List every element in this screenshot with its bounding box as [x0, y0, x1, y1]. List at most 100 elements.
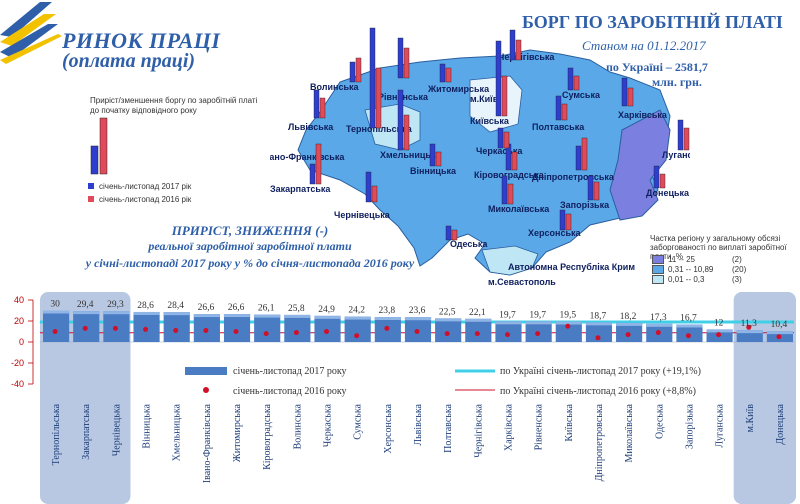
- map-bar-2016: [511, 151, 518, 171]
- dot-2016: [143, 326, 149, 332]
- map-bar-2016: [507, 183, 514, 205]
- map-bar-2016: [319, 97, 326, 119]
- bar-2017-top: [73, 311, 100, 315]
- category-label: Миколаївська: [624, 403, 635, 462]
- page-title: РИНОК ПРАЦІ: [62, 28, 221, 53]
- value-label: 12: [714, 318, 724, 328]
- region-label: Харківська: [618, 110, 668, 120]
- value-label: 17,3: [650, 313, 667, 323]
- bar-2017: [284, 314, 311, 342]
- value-label: 29,4: [77, 300, 94, 310]
- category-label: Волинська: [292, 403, 303, 449]
- map-legend-2017: січень-листопад 2017 рік: [99, 182, 192, 191]
- map-bar-2016: [683, 127, 690, 151]
- legend-swatch-2017: [185, 367, 227, 375]
- map-bar-2017: [501, 175, 508, 205]
- share-bin-count: (3): [732, 275, 742, 284]
- bar-2017-top: [43, 310, 70, 314]
- bar-2017-top: [706, 329, 733, 333]
- dot-2016: [625, 332, 631, 338]
- value-label: 22,1: [469, 308, 486, 318]
- region-label: Хмельницька: [380, 150, 441, 160]
- growth-chart: 30 29,4 29,3 28,6 28,4 26,6 26,6 26,1 25,8 24,9 24…: [11, 292, 796, 504]
- bar-2017: [465, 318, 492, 342]
- dot-2016: [414, 329, 420, 334]
- legend-swatch-2016: [203, 387, 209, 393]
- region-label: Львівська: [288, 122, 334, 132]
- map-bar-2017: [555, 95, 562, 121]
- legend-label-2016: січень-листопад 2016 року: [233, 386, 347, 397]
- region-label: Дніпропетровська: [532, 172, 615, 182]
- share-legend: 11 -- 25 (2) 0,31 -- 10,89 (20) 0,01 -- 0,3 (…: [652, 255, 746, 285]
- category-label: Харківська: [503, 403, 514, 451]
- bar-2017: [314, 315, 341, 342]
- y-tick-label: -20: [11, 358, 24, 368]
- bar-2017: [676, 324, 703, 342]
- region-label: Чернігівська: [498, 52, 555, 62]
- map-bar-2017: [349, 61, 356, 83]
- region-label: Луганська: [662, 150, 690, 160]
- share-bin-range: 0,01 -- 0,3: [668, 275, 705, 284]
- value-label: 28,4: [167, 301, 184, 311]
- map-legend-swatches: [88, 183, 94, 202]
- category-label: Донецька: [775, 403, 786, 444]
- region-label: м.Севастополь: [488, 277, 556, 287]
- dot-2016: [746, 324, 752, 330]
- map-bar-2016: [561, 103, 568, 121]
- bar-2017-top: [766, 331, 793, 335]
- value-label: 29,3: [107, 300, 124, 310]
- value-label: 30: [50, 300, 60, 310]
- map-bar-2016: [593, 181, 600, 201]
- bar-2017-top: [344, 316, 371, 320]
- dot-2016: [324, 329, 330, 334]
- category-label: Хмельницька: [172, 403, 183, 461]
- map-bar-2017: [653, 165, 660, 189]
- dot-2016: [203, 327, 209, 333]
- legend-ref-label-2016: по Україні січень-листопад 2016 року (+8…: [500, 386, 696, 397]
- category-label: Івано-Франківська: [202, 403, 213, 483]
- category-label: Тернопільська: [51, 403, 62, 465]
- bar-2017-top: [555, 321, 582, 325]
- bar-2017-top: [585, 322, 613, 326]
- map-bar-2017: [445, 225, 452, 241]
- category-label: Закарпатська: [81, 403, 92, 459]
- dot-2016: [685, 333, 691, 339]
- bar-2017: [193, 314, 220, 342]
- bar-2017-top: [676, 324, 703, 328]
- ukraine-map: Волинська РівненськаЖитомирська Чернігівсь…: [270, 27, 690, 287]
- page-subtitle: (оплата праці): [62, 50, 196, 72]
- bar-2017-top: [646, 323, 673, 327]
- map-bar-2017: [567, 67, 574, 91]
- category-label: Чернівецька: [111, 403, 122, 456]
- category-label: Херсонська: [383, 403, 394, 453]
- value-label: 19,7: [499, 310, 516, 320]
- map-bar-2017: [559, 209, 566, 231]
- region-label: Сумська: [562, 90, 601, 100]
- dot-2016: [595, 335, 601, 341]
- bar-2017-top: [223, 314, 251, 318]
- map-bar-2017: [677, 119, 684, 151]
- as-of-date: Станом на 01.12.2017: [582, 38, 706, 53]
- category-label: м.Київ: [745, 404, 756, 433]
- value-label: 26,6: [198, 303, 215, 313]
- map-bar-2017: [429, 143, 436, 167]
- map-legend-2016: січень-листопад 2016 рік: [99, 195, 192, 204]
- legend-label-2017: січень-листопад 2017 року: [233, 366, 347, 377]
- region-label: вано-Франківська: [270, 152, 345, 162]
- map-crimea: [481, 245, 539, 276]
- bar-2017: [585, 322, 613, 342]
- category-label: Львівська: [413, 403, 424, 445]
- category-label: Сумська: [353, 403, 364, 439]
- map-bar-2017: [365, 171, 372, 203]
- map-east-region: [609, 109, 671, 221]
- map-bar-2017: [309, 163, 316, 185]
- dot-2016: [354, 333, 360, 339]
- category-label: Київська: [564, 403, 575, 441]
- debt-title: БОРГ ПО ЗАРОБІТНІЙ ПЛАТІ: [522, 12, 783, 32]
- region-label: Чернівецька: [334, 210, 391, 220]
- map-bar-2016: [503, 131, 510, 149]
- category-label: Черкаська: [323, 403, 334, 447]
- map-bar-2016: [445, 67, 452, 83]
- map-bar-2017: [497, 127, 504, 149]
- region-label: Рівненська: [378, 92, 429, 102]
